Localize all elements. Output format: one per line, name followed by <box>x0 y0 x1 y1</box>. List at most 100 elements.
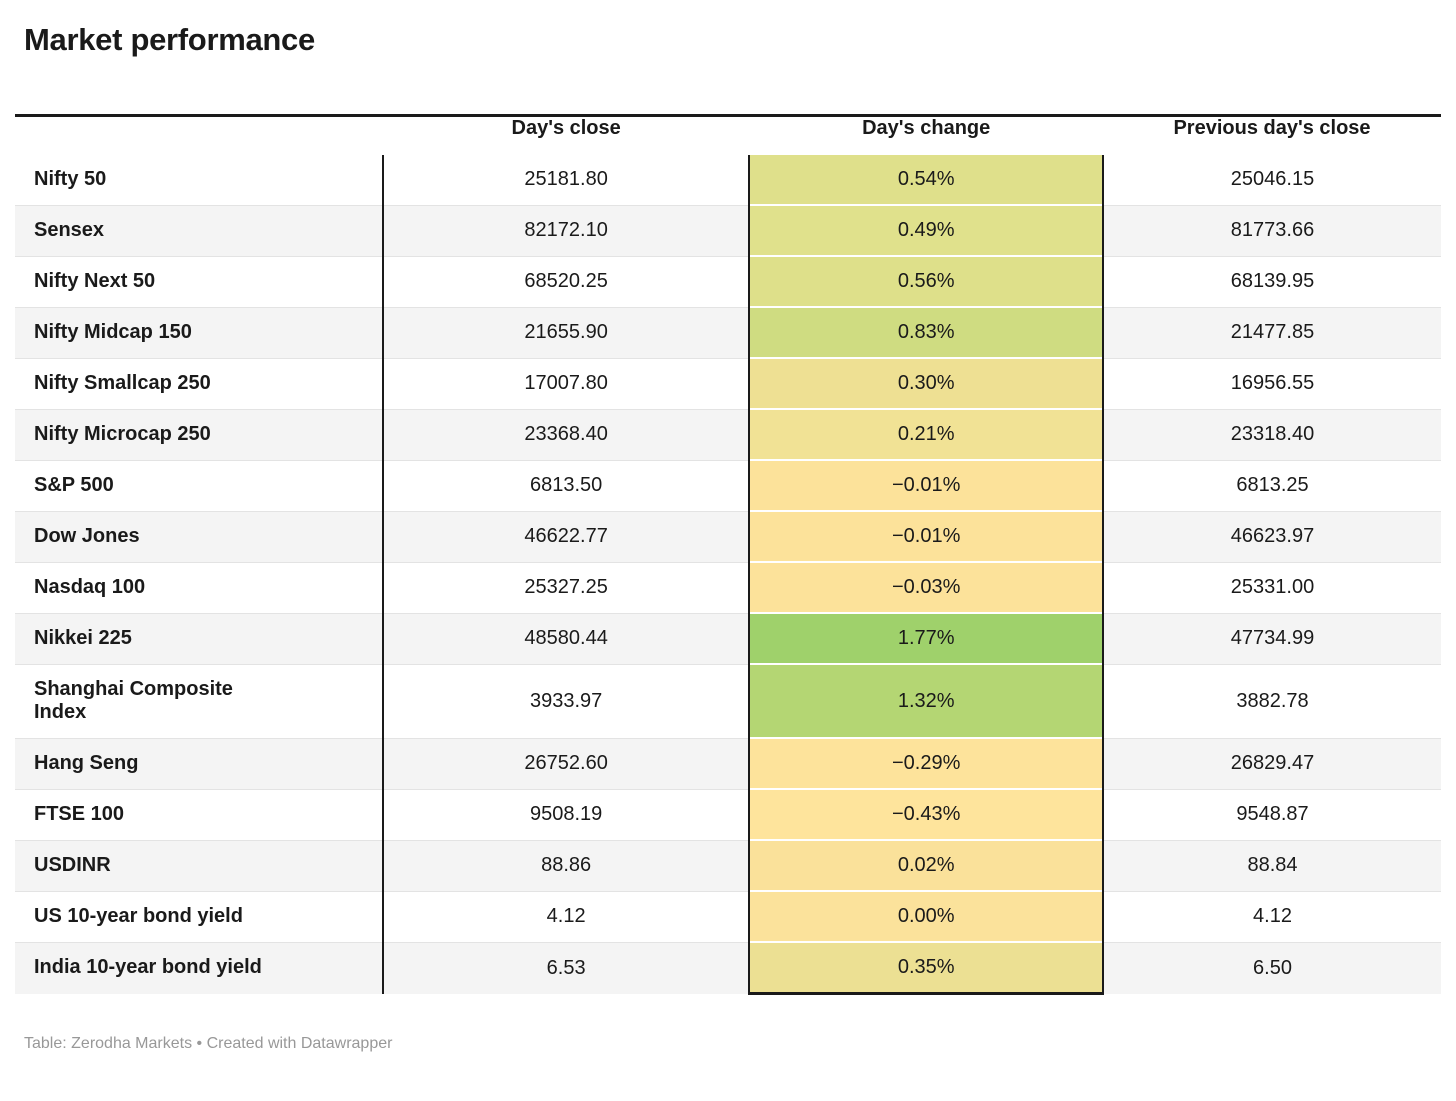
cell-days-close: 3933.97 <box>382 663 750 739</box>
cell-previous-days-close: 6813.25 <box>1103 459 1441 512</box>
row-label: Nifty Next 50 <box>15 255 384 308</box>
row-label-text: Nasdaq 100 <box>34 575 146 598</box>
table-row: India 10-year bond yield 6.53 0.35% 6.50 <box>15 941 1441 996</box>
cell-days-change: −0.01% <box>748 459 1105 512</box>
cell-days-change: −0.29% <box>748 737 1105 790</box>
cell-previous-days-close: 88.84 <box>1103 839 1441 892</box>
cell-days-change: 0.00% <box>748 890 1105 943</box>
cell-previous-days-close: 25046.15 <box>1230 168 1315 191</box>
row-label-text: FTSE 100 <box>34 802 125 825</box>
table-row: Nifty Next 50 68520.25 0.56% 68139.95 <box>15 255 1441 308</box>
table-body: Nifty 50 25181.80 0.54% 25046.15 Sensex … <box>15 155 1441 996</box>
cell-previous-days-close: 21477.85 <box>1103 306 1441 359</box>
table-row: US 10-year bond yield 4.12 0.00% 4.12 <box>15 890 1441 943</box>
cell-previous-days-close: 47734.99 <box>1103 612 1441 665</box>
cell-days-close: 4.12 <box>382 890 750 943</box>
table-row: Nifty 50 25181.80 0.54% 25046.15 <box>15 155 1441 206</box>
table-row: FTSE 100 9508.19 −0.43% 9548.87 <box>15 788 1441 841</box>
cell-previous-days-close: 16956.55 <box>1103 357 1441 410</box>
row-label: S&P 500 <box>15 459 384 512</box>
cell-days-close: 25181.80 <box>524 168 608 191</box>
cell-days-change: 1.32% <box>748 663 1105 739</box>
cell-days-change: 0.54% <box>748 155 1105 206</box>
row-label: Nifty Smallcap 250 <box>15 357 384 410</box>
page-title: Market performance <box>24 22 315 57</box>
table-row: Sensex 82172.10 0.49% 81773.66 <box>15 204 1441 257</box>
cell-previous-days-close: 6.50 <box>1103 941 1441 994</box>
row-label-text: Nifty Microcap 250 <box>34 422 211 445</box>
cell-days-change: 0.30% <box>748 357 1105 410</box>
cell-days-close: 46622.77 <box>382 510 750 563</box>
row-label-text: Nikkei 225 <box>34 626 132 649</box>
row-label-text: Shanghai Composite Index <box>34 677 233 724</box>
row-label: USDINR <box>15 839 384 892</box>
cell-previous-days-close: 3882.78 <box>1103 663 1441 739</box>
row-label-text: Nifty Midcap 150 <box>34 320 192 343</box>
table-row: Hang Seng 26752.60 −0.29% 26829.47 <box>15 737 1441 790</box>
table-row: Nifty Microcap 250 23368.40 0.21% 23318.… <box>15 408 1441 461</box>
cell-days-change: 0.02% <box>748 839 1105 892</box>
table-row: Dow Jones 46622.77 −0.01% 46623.97 <box>15 510 1441 563</box>
cell-days-change: −0.43% <box>748 788 1105 841</box>
cell-days-close: 88.86 <box>382 839 750 892</box>
table-row: Nikkei 225 48580.44 1.77% 47734.99 <box>15 612 1441 665</box>
cell-days-change: 0.35% <box>748 941 1105 996</box>
cell-days-close: 82172.10 <box>382 204 750 257</box>
cell-days-close: 21655.90 <box>382 306 750 359</box>
header-row: Day's close Day's change Previous day's … <box>15 115 1441 155</box>
row-label: India 10-year bond yield <box>15 941 384 994</box>
header-previous-days-close: Previous day's close <box>1103 115 1441 155</box>
row-label: FTSE 100 <box>15 788 384 841</box>
row-label: Shanghai Composite Index <box>15 663 384 739</box>
header-days-change: Day's change <box>749 115 1104 155</box>
row-label-text: S&P 500 <box>34 473 114 496</box>
cell-previous-days-close: 25331.00 <box>1103 561 1441 614</box>
header-days-close: Day's close <box>382 115 750 155</box>
table-footnote: Table: Zerodha Markets • Created with Da… <box>24 1035 393 1053</box>
cell-previous-days-close: 81773.66 <box>1103 204 1441 257</box>
row-label-text: US 10-year bond yield <box>34 904 243 927</box>
cell-days-close: 26752.60 <box>382 737 750 790</box>
row-label: US 10-year bond yield <box>15 890 384 943</box>
cell-previous-days-close: 4.12 <box>1103 890 1441 943</box>
cell-days-close: 6.53 <box>382 941 750 994</box>
cell-days-close: 25327.25 <box>382 561 750 614</box>
table-row: S&P 500 6813.50 −0.01% 6813.25 <box>15 459 1441 512</box>
cell-days-close: 68520.25 <box>382 255 750 308</box>
row-label: Nifty Microcap 250 <box>15 408 384 461</box>
cell-days-change: −0.03% <box>748 561 1105 614</box>
cell-previous-days-close: 26829.47 <box>1103 737 1441 790</box>
row-label-text: Nifty 50 <box>34 168 107 190</box>
cell-days-change: −0.01% <box>748 510 1105 563</box>
row-label: Nikkei 225 <box>15 612 384 665</box>
cell-days-change: 1.77% <box>748 612 1105 665</box>
table-row: Shanghai Composite Index 3933.97 1.32% 3… <box>15 663 1441 739</box>
row-label-text: India 10-year bond yield <box>34 956 262 979</box>
cell-days-close: 48580.44 <box>382 612 750 665</box>
cell-days-close: 9508.19 <box>382 788 750 841</box>
row-label-text: Sensex <box>34 218 105 241</box>
table-row: Nasdaq 100 25327.25 −0.03% 25331.00 <box>15 561 1441 614</box>
table-row: Nifty Smallcap 250 17007.80 0.30% 16956.… <box>15 357 1441 410</box>
row-label: Nasdaq 100 <box>15 561 384 614</box>
table-row: Nifty Midcap 150 21655.90 0.83% 21477.85 <box>15 306 1441 359</box>
row-label-text: USDINR <box>34 853 111 876</box>
row-label: Dow Jones <box>15 510 384 563</box>
row-label-text: Nifty Smallcap 250 <box>34 371 211 394</box>
cell-days-close: 17007.80 <box>382 357 750 410</box>
row-label-text: Nifty Next 50 <box>34 269 156 292</box>
header-index-column <box>15 115 383 155</box>
cell-previous-days-close: 68139.95 <box>1103 255 1441 308</box>
row-label: Nifty Midcap 150 <box>15 306 384 359</box>
cell-days-close: 23368.40 <box>382 408 750 461</box>
cell-days-change: 0.21% <box>748 408 1105 461</box>
row-label: Hang Seng <box>15 737 384 790</box>
cell-days-change: 0.56% <box>748 255 1105 308</box>
market-performance-table: Day's close Day's change Previous day's … <box>15 114 1441 996</box>
cell-days-change: 0.49% <box>748 204 1105 257</box>
cell-previous-days-close: 23318.40 <box>1103 408 1441 461</box>
cell-previous-days-close: 46623.97 <box>1103 510 1441 563</box>
cell-days-close: 6813.50 <box>382 459 750 512</box>
table-row: USDINR 88.86 0.02% 88.84 <box>15 839 1441 892</box>
